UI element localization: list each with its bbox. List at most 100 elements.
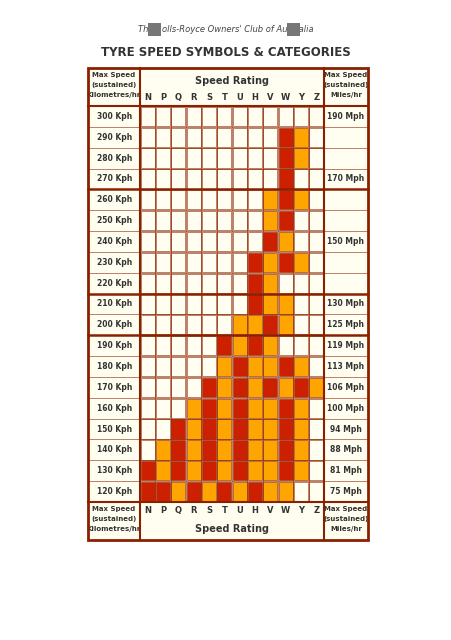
Bar bbox=[186, 357, 200, 376]
Text: 88 Mph: 88 Mph bbox=[329, 445, 361, 454]
Bar bbox=[309, 107, 322, 126]
Bar bbox=[263, 148, 276, 168]
Text: Max Speed: Max Speed bbox=[324, 506, 367, 512]
Bar bbox=[202, 273, 216, 292]
Text: 200 Kph: 200 Kph bbox=[97, 321, 133, 330]
Bar bbox=[248, 419, 261, 438]
Bar bbox=[141, 190, 154, 209]
Bar bbox=[156, 336, 170, 355]
Text: P: P bbox=[160, 506, 166, 515]
Bar bbox=[156, 127, 170, 147]
Text: 150 Mph: 150 Mph bbox=[327, 237, 364, 246]
Bar bbox=[294, 107, 307, 126]
Bar bbox=[141, 170, 154, 189]
Bar bbox=[232, 461, 246, 481]
Text: W: W bbox=[281, 506, 290, 515]
Text: T: T bbox=[221, 506, 227, 515]
Text: Miles/hr: Miles/hr bbox=[329, 526, 361, 532]
Bar bbox=[202, 440, 216, 460]
Bar bbox=[278, 190, 292, 209]
Bar bbox=[278, 482, 292, 501]
Bar bbox=[278, 399, 292, 418]
Bar bbox=[171, 148, 185, 168]
Bar bbox=[202, 107, 216, 126]
Bar bbox=[186, 461, 200, 481]
Bar bbox=[278, 336, 292, 355]
Bar bbox=[141, 316, 154, 335]
Bar bbox=[141, 127, 154, 147]
Bar bbox=[248, 440, 261, 460]
Bar bbox=[248, 357, 261, 376]
Bar bbox=[278, 294, 292, 314]
Bar bbox=[186, 316, 200, 335]
Bar bbox=[217, 294, 231, 314]
Bar bbox=[248, 273, 261, 292]
Bar bbox=[294, 336, 307, 355]
Bar bbox=[156, 482, 170, 501]
Bar bbox=[202, 357, 216, 376]
Bar bbox=[88, 68, 140, 106]
Bar bbox=[156, 357, 170, 376]
Bar bbox=[278, 273, 292, 292]
Bar bbox=[278, 211, 292, 230]
Text: Max Speed: Max Speed bbox=[92, 72, 135, 78]
Text: 260 Kph: 260 Kph bbox=[97, 195, 133, 204]
Bar bbox=[263, 378, 276, 397]
Bar bbox=[232, 190, 246, 209]
Bar bbox=[186, 294, 200, 314]
Bar bbox=[202, 336, 216, 355]
Bar bbox=[217, 253, 231, 272]
Bar bbox=[294, 357, 307, 376]
Text: 113 Mph: 113 Mph bbox=[327, 362, 364, 371]
Text: (sustained): (sustained) bbox=[322, 82, 368, 88]
Text: S: S bbox=[206, 506, 212, 515]
Text: 170 Mph: 170 Mph bbox=[327, 175, 364, 184]
Bar bbox=[217, 107, 231, 126]
Bar bbox=[309, 357, 322, 376]
Bar bbox=[263, 419, 276, 438]
Bar bbox=[202, 211, 216, 230]
Text: Kilometres/hr: Kilometres/hr bbox=[87, 92, 141, 98]
Bar bbox=[309, 211, 322, 230]
Bar bbox=[232, 440, 246, 460]
Text: H: H bbox=[251, 506, 258, 515]
Bar bbox=[232, 378, 246, 397]
Bar bbox=[294, 461, 307, 481]
Bar bbox=[141, 253, 154, 272]
Bar bbox=[202, 190, 216, 209]
Bar bbox=[171, 357, 185, 376]
Bar bbox=[248, 148, 261, 168]
Bar bbox=[140, 502, 323, 540]
Bar bbox=[323, 502, 367, 540]
Text: 100 Mph: 100 Mph bbox=[327, 404, 364, 413]
Bar bbox=[202, 399, 216, 418]
Bar bbox=[171, 316, 185, 335]
Bar bbox=[232, 336, 246, 355]
Bar bbox=[248, 190, 261, 209]
Bar bbox=[294, 399, 307, 418]
Bar bbox=[309, 461, 322, 481]
Text: (sustained): (sustained) bbox=[91, 82, 136, 88]
Bar bbox=[217, 232, 231, 251]
Bar bbox=[263, 273, 276, 292]
Bar bbox=[217, 461, 231, 481]
Bar bbox=[278, 148, 292, 168]
Bar bbox=[263, 107, 276, 126]
Bar bbox=[294, 211, 307, 230]
Bar bbox=[147, 23, 161, 36]
Text: U: U bbox=[236, 506, 243, 515]
Bar bbox=[171, 399, 185, 418]
Text: Miles/hr: Miles/hr bbox=[329, 92, 361, 98]
Bar bbox=[171, 190, 185, 209]
Text: H: H bbox=[251, 93, 258, 102]
Bar bbox=[278, 461, 292, 481]
Bar bbox=[263, 294, 276, 314]
Text: 119 Mph: 119 Mph bbox=[327, 341, 364, 350]
Text: 120 Kph: 120 Kph bbox=[97, 487, 133, 496]
Bar bbox=[232, 419, 246, 438]
Bar bbox=[186, 211, 200, 230]
Bar bbox=[202, 482, 216, 501]
Bar bbox=[88, 68, 367, 540]
Text: 150 Kph: 150 Kph bbox=[97, 424, 132, 433]
Bar bbox=[248, 399, 261, 418]
